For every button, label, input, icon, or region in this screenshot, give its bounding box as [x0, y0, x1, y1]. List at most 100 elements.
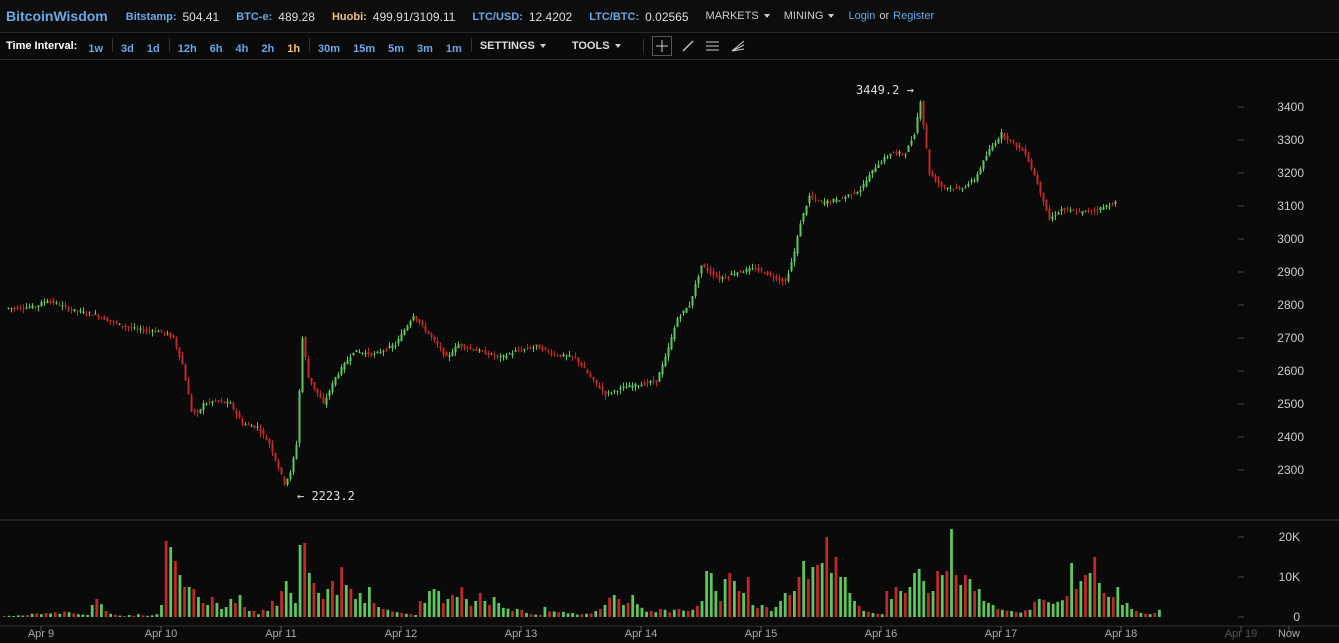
- volume-bar: [1111, 597, 1115, 617]
- volume-bar: [894, 587, 898, 617]
- candle-body: [412, 316, 415, 321]
- tools-menu[interactable]: TOOLS: [572, 40, 621, 52]
- vol-tick-label: 0: [1293, 610, 1300, 624]
- candle-body: [859, 190, 862, 192]
- interval-4h[interactable]: 4h: [235, 42, 249, 55]
- candle-body: [322, 397, 325, 404]
- candle-body: [184, 364, 187, 381]
- interval-1m[interactable]: 1m: [445, 42, 462, 55]
- candle-body: [922, 101, 925, 126]
- interval-15m[interactable]: 15m: [353, 42, 376, 55]
- candle-body: [565, 355, 568, 357]
- ticker-4[interactable]: LTC/BTC: 0.02565: [589, 10, 688, 24]
- candle-body: [454, 346, 457, 353]
- candle-body: [988, 148, 991, 156]
- volume-bar: [552, 611, 556, 617]
- volume-bar: [548, 611, 551, 617]
- markets-menu[interactable]: MARKETS: [706, 10, 770, 22]
- interval-6h[interactable]: 6h: [209, 42, 223, 55]
- candle-body: [115, 321, 118, 324]
- volume-bar: [76, 614, 80, 617]
- interval-5m[interactable]: 5m: [388, 42, 405, 55]
- candle-body: [808, 195, 811, 204]
- volume-bar: [696, 605, 699, 617]
- site-logo[interactable]: BitcoinWisdom: [6, 8, 108, 24]
- volume-bar: [1097, 583, 1101, 617]
- volume-bar: [682, 610, 685, 617]
- register-link[interactable]: Register: [893, 10, 935, 22]
- volume-bar: [261, 609, 265, 617]
- ticker-value: 504.41: [182, 9, 220, 24]
- line-draw-icon[interactable]: [679, 37, 697, 55]
- candle-body: [943, 186, 946, 188]
- candle-body: [334, 377, 337, 385]
- candle-body: [457, 344, 460, 348]
- candle-body: [985, 156, 988, 161]
- ticker-2[interactable]: Huobi: 499.91/3109.11: [332, 10, 455, 24]
- candle-body: [571, 356, 574, 358]
- volume-bar: [1107, 597, 1110, 617]
- settings-menu[interactable]: SETTINGS: [480, 40, 546, 52]
- candle-body: [49, 301, 52, 303]
- candle-body: [190, 395, 193, 412]
- candle-body: [541, 346, 544, 351]
- volume-bar: [187, 587, 191, 617]
- volume-bar: [1139, 613, 1143, 617]
- candle-body: [19, 307, 22, 309]
- candle-body: [1048, 208, 1051, 220]
- candle-body: [553, 353, 556, 355]
- interval-30m[interactable]: 30m: [318, 42, 341, 55]
- x-tick-label: Apr 13: [505, 628, 537, 640]
- login-link[interactable]: Login: [848, 10, 876, 22]
- parallel-lines-icon[interactable]: [704, 37, 722, 55]
- ticker-value: 0.02565: [645, 9, 689, 24]
- ticker-3[interactable]: LTC/USD: 12.4202: [472, 10, 572, 24]
- candle-body: [559, 354, 562, 357]
- interval-3d[interactable]: 3d: [121, 42, 134, 55]
- price-chart[interactable]: 2300 2400 2500 2600 2700 2800 2900 3000 3100 3200…: [0, 60, 1339, 643]
- volume-axis: 20K 10K 0: [1238, 530, 1300, 624]
- candle-body: [67, 307, 70, 311]
- candle-body: [1075, 212, 1078, 214]
- volume-bar: [492, 597, 496, 617]
- candle-body: [883, 157, 886, 163]
- volume-bar: [354, 599, 357, 617]
- interval-1h[interactable]: 1h: [287, 42, 301, 55]
- candle-body: [118, 323, 121, 325]
- volume-bar: [723, 579, 727, 617]
- fan-icon[interactable]: [729, 37, 747, 55]
- volume-bar: [659, 609, 662, 617]
- interval-1w[interactable]: 1w: [88, 42, 104, 55]
- volume-bar: [349, 589, 353, 617]
- interval-12h[interactable]: 12h: [177, 42, 197, 55]
- candle-body: [403, 329, 406, 335]
- y-tick-label: 3400: [1277, 100, 1304, 114]
- candle-body: [259, 428, 262, 433]
- volume-bar: [428, 591, 431, 617]
- ticker-0[interactable]: Bitstamp: 504.41: [126, 10, 219, 24]
- volume-bar: [635, 604, 639, 617]
- volume-bar: [756, 608, 759, 617]
- interval-2h[interactable]: 2h: [261, 42, 275, 55]
- candle-body: [586, 369, 589, 374]
- volume-bar: [58, 613, 62, 617]
- candle-body: [421, 321, 424, 325]
- ticker-1[interactable]: BTC-e: 489.28: [236, 10, 315, 24]
- interval-3m[interactable]: 3m: [417, 42, 433, 55]
- mining-menu[interactable]: MINING: [784, 10, 835, 22]
- candle-body: [244, 424, 247, 426]
- candle-body: [460, 343, 463, 347]
- interval-1d[interactable]: 1d: [146, 42, 160, 55]
- crosshair-icon[interactable]: [651, 36, 672, 56]
- candle-body: [1105, 205, 1108, 208]
- candle-body: [490, 353, 493, 355]
- candle-body: [301, 338, 304, 393]
- volume-bar: [409, 614, 413, 617]
- volume-bar: [312, 583, 316, 617]
- candle-body: [919, 101, 922, 119]
- interval-divider: [470, 37, 472, 52]
- candle-body: [367, 351, 370, 355]
- candle-body: [640, 384, 643, 387]
- candle-body: [952, 189, 955, 191]
- candle-body: [583, 365, 586, 369]
